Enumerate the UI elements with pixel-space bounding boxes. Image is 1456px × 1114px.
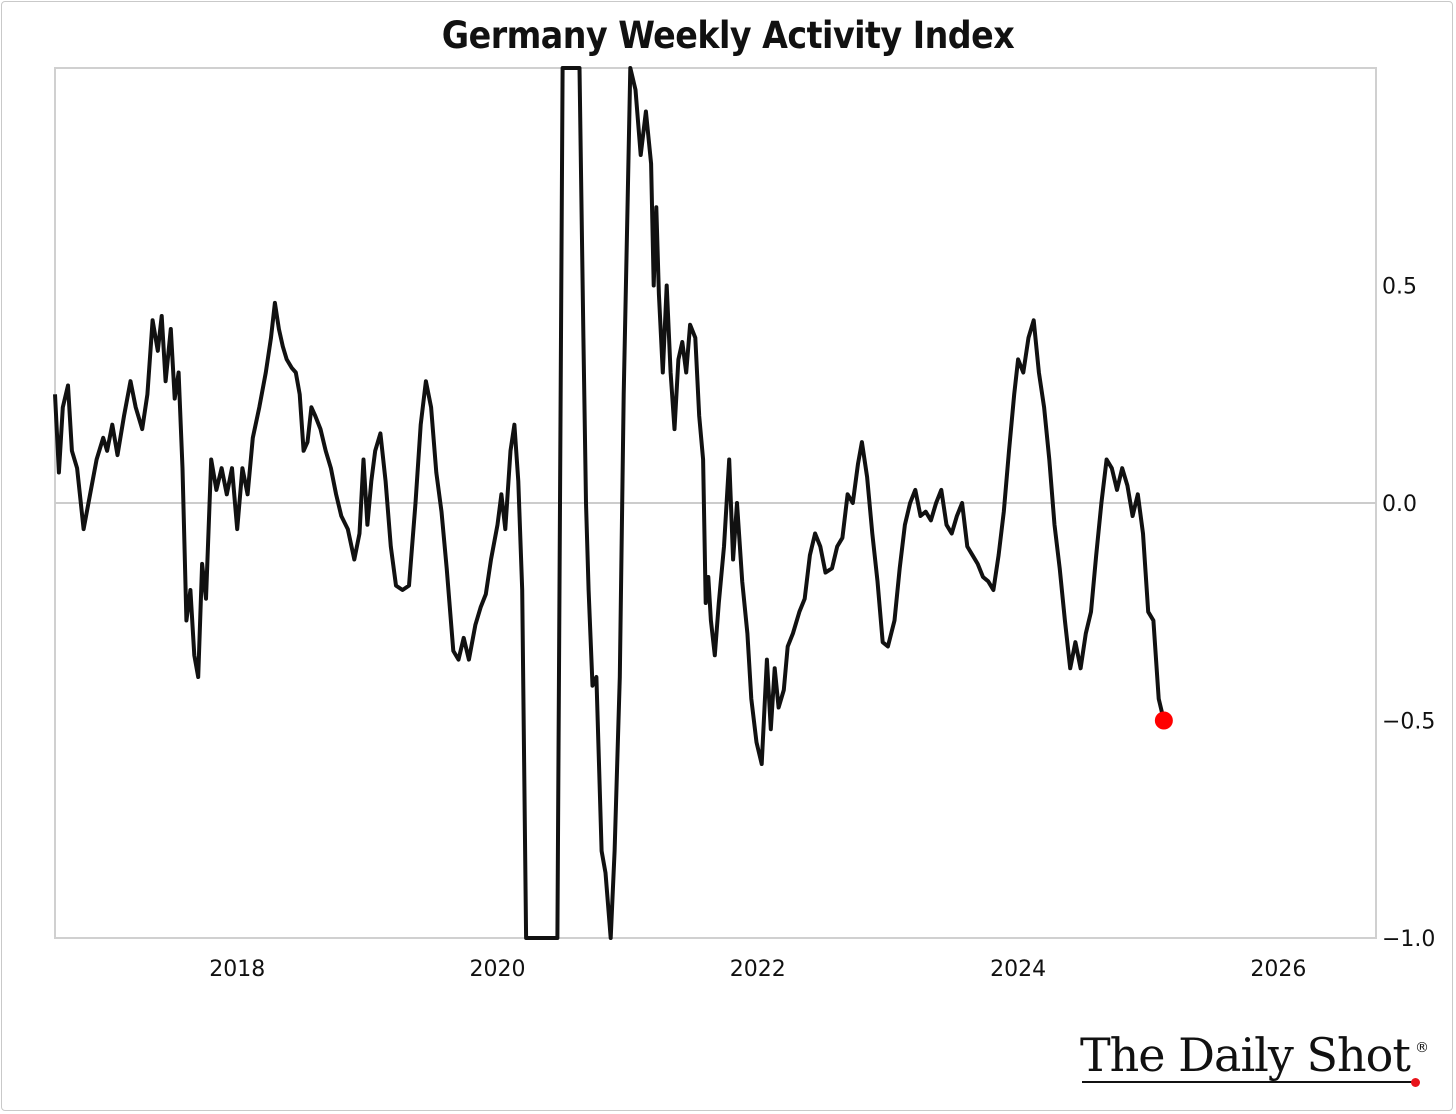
x-tick-label: 2020 [470,957,526,982]
y-tick-label: −1.0 [1382,927,1435,952]
chart-title: Germany Weekly Activity Index [441,14,1015,57]
y-tick-label: 0.5 [1382,275,1417,300]
brand-underline [1082,1081,1415,1083]
x-tick-labels: 2018 2020 2022 2024 2026 [209,957,1306,982]
x-tick-label: 2018 [209,957,265,982]
brand-red-dot [1411,1078,1420,1087]
last-point-marker [1154,711,1173,730]
brand-logo-text: The Daily Shot [1080,1028,1411,1082]
y-tick-label: −0.5 [1382,710,1435,735]
x-tick-label: 2026 [1250,957,1306,982]
y-tick-label: 0.0 [1382,492,1417,517]
y-tick-labels: 0.5 0.0 −0.5 −1.0 [1382,275,1435,953]
x-tick-label: 2022 [730,957,786,982]
x-tick-label: 2024 [990,957,1046,982]
series-line [53,66,1166,940]
registered-mark: ® [1415,1040,1429,1056]
series-line-group [53,66,1173,940]
